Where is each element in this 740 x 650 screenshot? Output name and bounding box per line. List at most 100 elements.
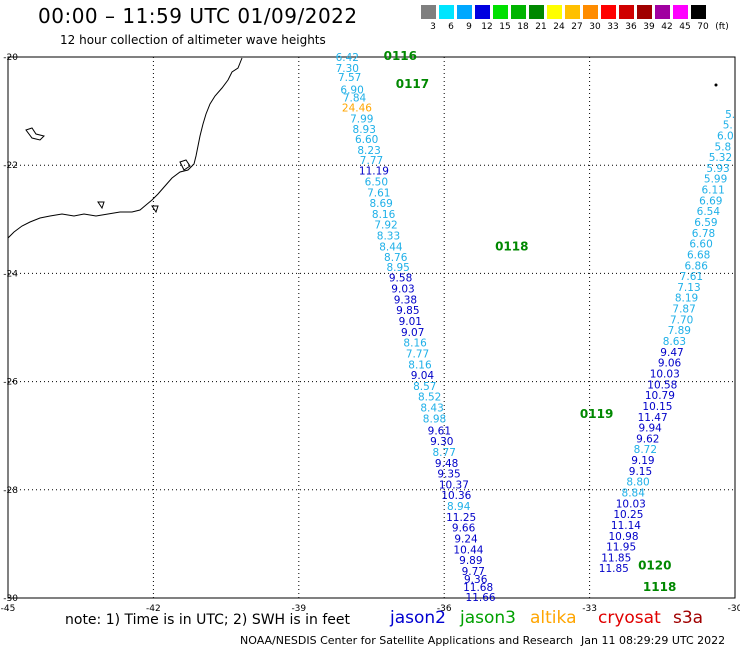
wave-height-value: 9.30	[430, 436, 453, 448]
satellite-cryosat: cryosat	[598, 608, 661, 628]
wave-height-value: 8.94	[447, 501, 471, 513]
wave-height-value: 9.19	[631, 455, 654, 467]
altimeter-tracks: 6.427.307.576.907.8424.467.998.936.608.2…	[336, 52, 736, 604]
wave-height-value: 6.69	[699, 195, 722, 207]
color-swatch-label: 12	[481, 22, 493, 32]
color-swatch	[511, 5, 527, 19]
color-swatch	[619, 5, 635, 19]
wave-height-value: 8.95	[386, 262, 409, 274]
color-swatch-label: 9	[466, 22, 472, 32]
wave-height-value: 7.99	[350, 114, 373, 126]
wave-height-value: 11.95	[606, 542, 636, 554]
pass-time-label: 0120	[638, 559, 671, 573]
wave-height-value: 9.01	[399, 316, 422, 328]
island-path	[179, 159, 191, 171]
wave-height-value: 6.42	[336, 52, 359, 64]
wave-height-value: 6.86	[685, 260, 709, 272]
wave-height-value: 9.85	[396, 305, 419, 317]
lat-tick-label: -20	[3, 53, 18, 63]
wave-height-value: 11.25	[446, 512, 476, 524]
wave-height-value: 7.77	[360, 155, 383, 167]
lat-tick-label: -24	[3, 269, 18, 279]
color-swatch	[547, 5, 563, 19]
wave-height-value: 9.89	[459, 555, 482, 567]
wave-height-value: 10.15	[642, 401, 672, 413]
color-swatch-label: 33	[607, 22, 619, 32]
wave-height-value: 9.94	[638, 423, 662, 435]
wave-height-value: 6.68	[687, 249, 710, 261]
wave-height-value: 10.03	[650, 368, 680, 380]
wave-height-value: 8.69	[369, 198, 392, 210]
wave-height-value: 9.61	[428, 425, 451, 437]
wave-height-value: 8.23	[357, 145, 380, 157]
wave-height-value: 8.16	[372, 209, 396, 221]
wave-height-value: 9.48	[435, 458, 458, 470]
wave-height-value: 6.60	[355, 134, 378, 146]
lat-tick-label: -28	[3, 486, 18, 496]
wave-height-value: 11.14	[611, 520, 641, 532]
satellite-jason3: jason3	[460, 608, 516, 628]
wave-height-value: 9.04	[411, 370, 435, 382]
wave-height-value: 5.99	[704, 174, 727, 186]
wave-height-value: 10.37	[439, 479, 469, 491]
wave-height-value: 8.43	[420, 403, 443, 415]
wave-height-value: 5.	[725, 109, 735, 121]
wave-height-value: 11.19	[359, 166, 389, 178]
wave-height-value: 8.80	[626, 477, 649, 489]
wave-height-value: 7.30	[336, 63, 359, 75]
wave-height-value: 7.87	[672, 304, 695, 316]
wave-height-value: 8.33	[377, 231, 400, 243]
wave-height-value: 7.92	[374, 220, 397, 232]
color-swatch-label: 36	[625, 22, 637, 32]
wave-height-value: 6.59	[694, 217, 717, 229]
color-swatch	[655, 5, 671, 19]
wave-height-value: 8.76	[384, 252, 408, 264]
wave-height-value: 9.58	[389, 273, 412, 285]
color-swatch-label: 42	[661, 22, 673, 32]
legend-note: note: 1) Time is in UTC; 2) SWH is in fe…	[65, 612, 351, 628]
wave-height-value: 8.63	[663, 336, 686, 348]
wave-height-value: 9.36	[464, 574, 488, 586]
color-swatch	[673, 5, 689, 19]
wave-height-value: 7.77	[406, 348, 429, 360]
wave-height-value: 8.57	[413, 381, 436, 393]
color-swatch-label: 6	[448, 22, 454, 32]
pass-time-label: 0118	[495, 239, 528, 253]
wave-height-value: 8.98	[423, 413, 446, 425]
lat-tick-label: -22	[3, 161, 18, 171]
pass-time-label: 0119	[580, 407, 613, 421]
wave-height-value: 5.32	[709, 152, 732, 164]
map-frame	[7, 56, 736, 599]
wave-height-value: 9.06	[658, 358, 682, 370]
wave-height-value: 11.47	[638, 412, 668, 424]
color-swatch	[457, 5, 473, 19]
color-swatch-label: 24	[553, 22, 565, 32]
wave-height-value: 10.25	[613, 509, 643, 521]
island-dot	[714, 83, 718, 87]
wave-height-value: 10.58	[647, 379, 677, 391]
satellite-s3a: s3a	[673, 608, 704, 628]
lon-tick-label: -45	[1, 604, 16, 614]
footer-timestamp: Jan 11 08:29:29 UTC 2022	[581, 634, 726, 647]
wave-height-value: 10.79	[645, 390, 675, 402]
wave-height-value: 6.90	[340, 84, 363, 96]
lon-tick-label: -42	[146, 604, 161, 614]
wave-height-value: 11.66	[466, 592, 496, 604]
pass-time-label: 0117	[396, 77, 429, 91]
wave-height-value: 5.	[723, 120, 733, 132]
wave-height-value: 24.46	[342, 102, 372, 114]
wave-height-value: 9.38	[394, 294, 417, 306]
pass-time-labels: 01160117011801190120111811191120	[384, 49, 677, 594]
wave-height-value: 11.85	[601, 552, 631, 564]
wave-height-value: 5.8	[715, 141, 732, 153]
wave-height-value: 8.16	[408, 359, 432, 371]
wave-height-value: 8.77	[433, 447, 456, 459]
lon-tick-label: -36	[437, 604, 452, 614]
coastline-path	[7, 57, 243, 239]
wave-height-value: 9.77	[462, 566, 485, 578]
wave-height-value: 6.78	[692, 228, 715, 240]
wave-height-value: 9.07	[401, 327, 424, 339]
wave-height-value: 7.13	[677, 282, 700, 294]
wave-height-value: 9.15	[629, 466, 652, 478]
